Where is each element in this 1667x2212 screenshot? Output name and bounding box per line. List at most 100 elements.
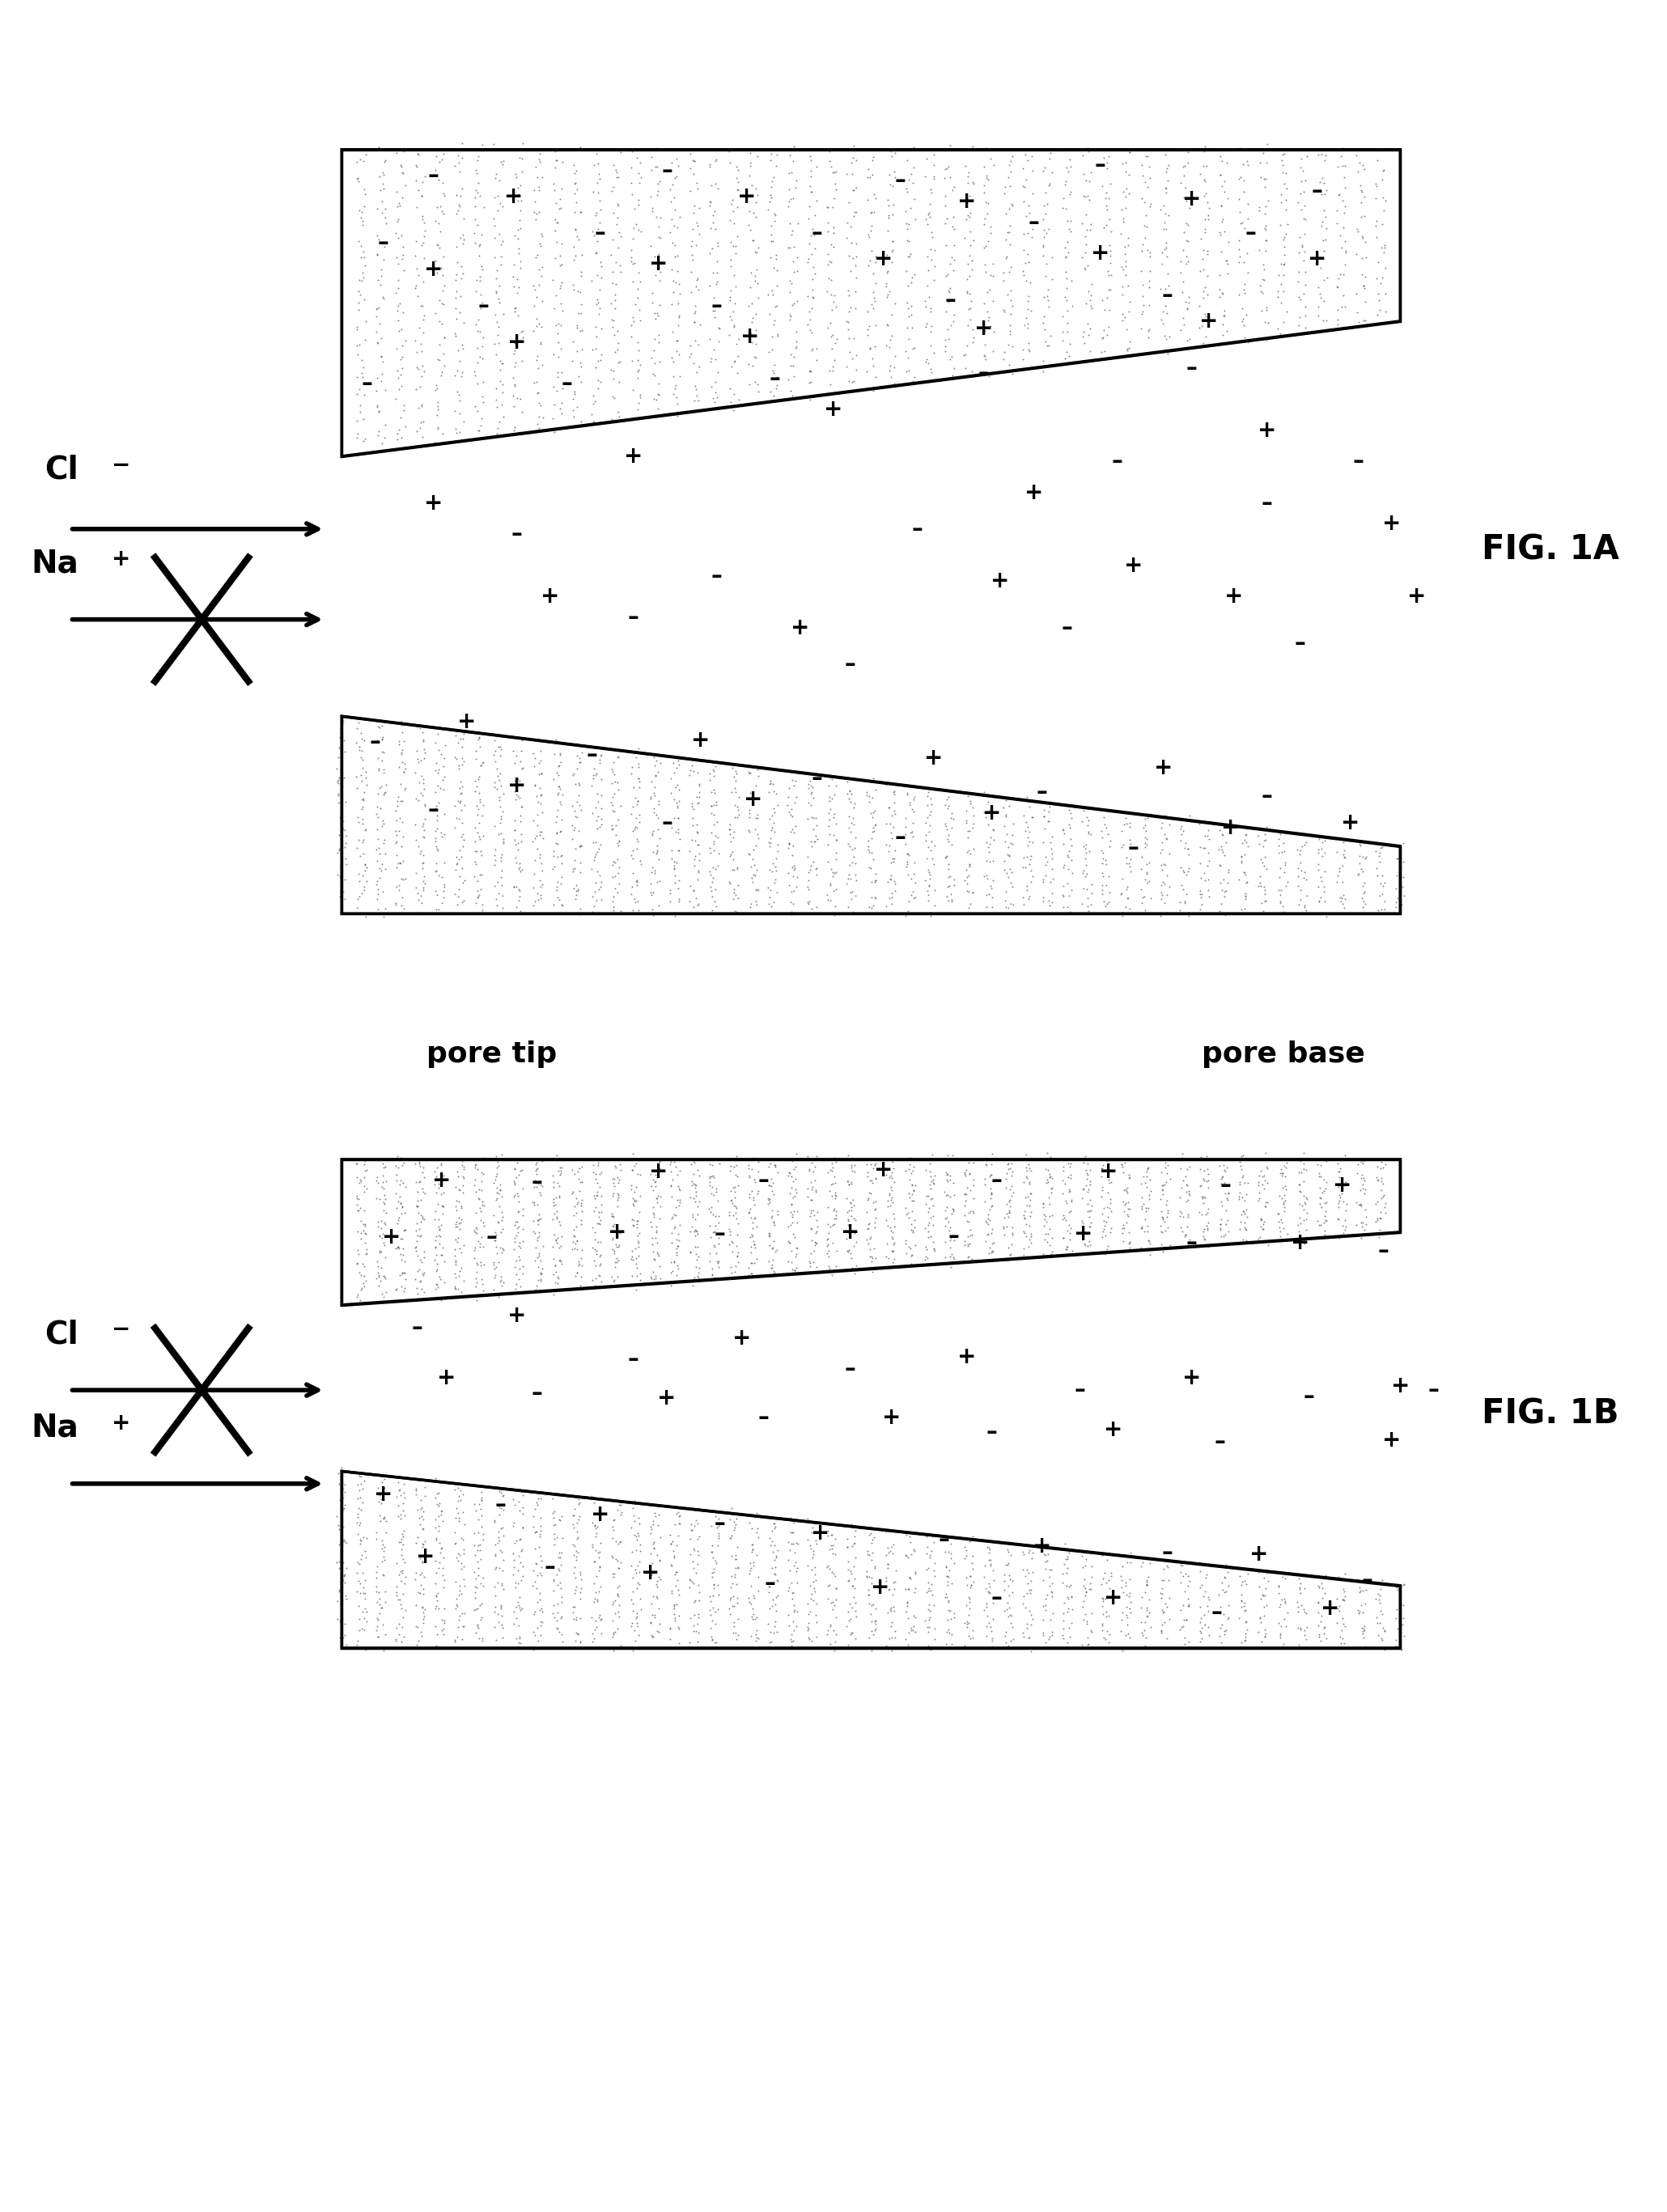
Point: [412, 159, 438, 195]
Point: [483, 1630, 510, 1666]
Point: [370, 241, 397, 276]
Point: [745, 1573, 772, 1608]
Point: [1270, 246, 1297, 281]
Point: [1174, 1152, 1200, 1188]
Point: [390, 754, 417, 790]
Point: [1347, 1144, 1374, 1179]
Point: [465, 719, 492, 754]
Point: [432, 319, 458, 354]
Point: [1117, 1619, 1144, 1655]
Point: [1230, 161, 1257, 197]
Point: [874, 1546, 900, 1582]
Point: [862, 880, 889, 916]
Point: [1050, 1221, 1077, 1256]
Point: [638, 1208, 665, 1243]
Point: [1215, 1601, 1242, 1637]
Point: [1234, 237, 1260, 272]
Point: [485, 763, 512, 799]
Point: [580, 1615, 607, 1650]
Point: [363, 1548, 390, 1584]
Point: [445, 1537, 472, 1573]
Point: [647, 1179, 673, 1214]
Point: [1072, 1139, 1099, 1175]
Point: [680, 1166, 707, 1201]
Point: [373, 206, 400, 241]
Point: [525, 1528, 552, 1564]
Point: [563, 310, 590, 345]
Point: [780, 1613, 807, 1648]
Point: [1352, 887, 1379, 922]
Point: [1010, 254, 1037, 290]
Point: [1154, 1164, 1180, 1199]
Point: [1167, 312, 1194, 347]
Point: [598, 1221, 625, 1256]
Point: [462, 1559, 488, 1595]
Point: [877, 1571, 904, 1606]
Point: [490, 825, 517, 860]
Point: [899, 1250, 925, 1285]
Point: [717, 1148, 743, 1183]
Point: [1010, 341, 1037, 376]
Point: [1272, 217, 1299, 252]
Point: [660, 274, 687, 310]
Point: [642, 1164, 668, 1199]
Point: [430, 336, 457, 372]
Point: [383, 816, 410, 852]
Point: [508, 1478, 535, 1513]
Point: [757, 1181, 783, 1217]
Point: [840, 838, 867, 874]
Point: [798, 774, 825, 810]
Point: [365, 1478, 392, 1513]
Point: [640, 814, 667, 849]
Point: [638, 1557, 665, 1593]
Point: [388, 367, 415, 403]
Point: [662, 208, 688, 243]
Point: [463, 1533, 490, 1568]
Point: [1010, 349, 1037, 385]
Point: [685, 327, 712, 363]
Point: [542, 1248, 568, 1283]
Point: [1155, 869, 1182, 905]
Point: [992, 883, 1019, 918]
Point: [1155, 276, 1182, 312]
Point: [813, 845, 840, 880]
Point: [1289, 854, 1315, 889]
Point: [488, 146, 515, 181]
Point: [600, 1586, 627, 1621]
Point: [775, 230, 802, 265]
Point: [638, 1619, 665, 1655]
Point: [1039, 1170, 1065, 1206]
Point: [1212, 292, 1239, 327]
Point: [1112, 179, 1139, 215]
Point: [959, 164, 985, 199]
Point: [1250, 847, 1277, 883]
Point: [862, 181, 889, 217]
Point: [345, 292, 372, 327]
Point: [777, 1621, 803, 1657]
Point: [1327, 1626, 1354, 1661]
Point: [1010, 1194, 1037, 1230]
Point: [383, 1190, 410, 1225]
Point: [412, 1469, 438, 1504]
Point: [1094, 1232, 1120, 1267]
Point: [625, 181, 652, 217]
Point: [1052, 1166, 1079, 1201]
Point: [1010, 1214, 1037, 1250]
Point: [527, 226, 553, 261]
Point: [465, 878, 492, 914]
Point: [722, 1506, 748, 1542]
Point: [580, 843, 607, 878]
Point: [348, 763, 375, 799]
Point: [1059, 1183, 1085, 1219]
Point: [487, 363, 513, 398]
Point: [738, 285, 765, 321]
Point: [1384, 1573, 1410, 1608]
Point: [1214, 1203, 1240, 1239]
Point: [1035, 1179, 1062, 1214]
Point: [974, 878, 1000, 914]
Point: [758, 810, 785, 845]
Point: [1112, 190, 1139, 226]
Point: [1010, 1214, 1037, 1250]
Point: [857, 1146, 884, 1181]
Point: [1362, 1582, 1389, 1617]
